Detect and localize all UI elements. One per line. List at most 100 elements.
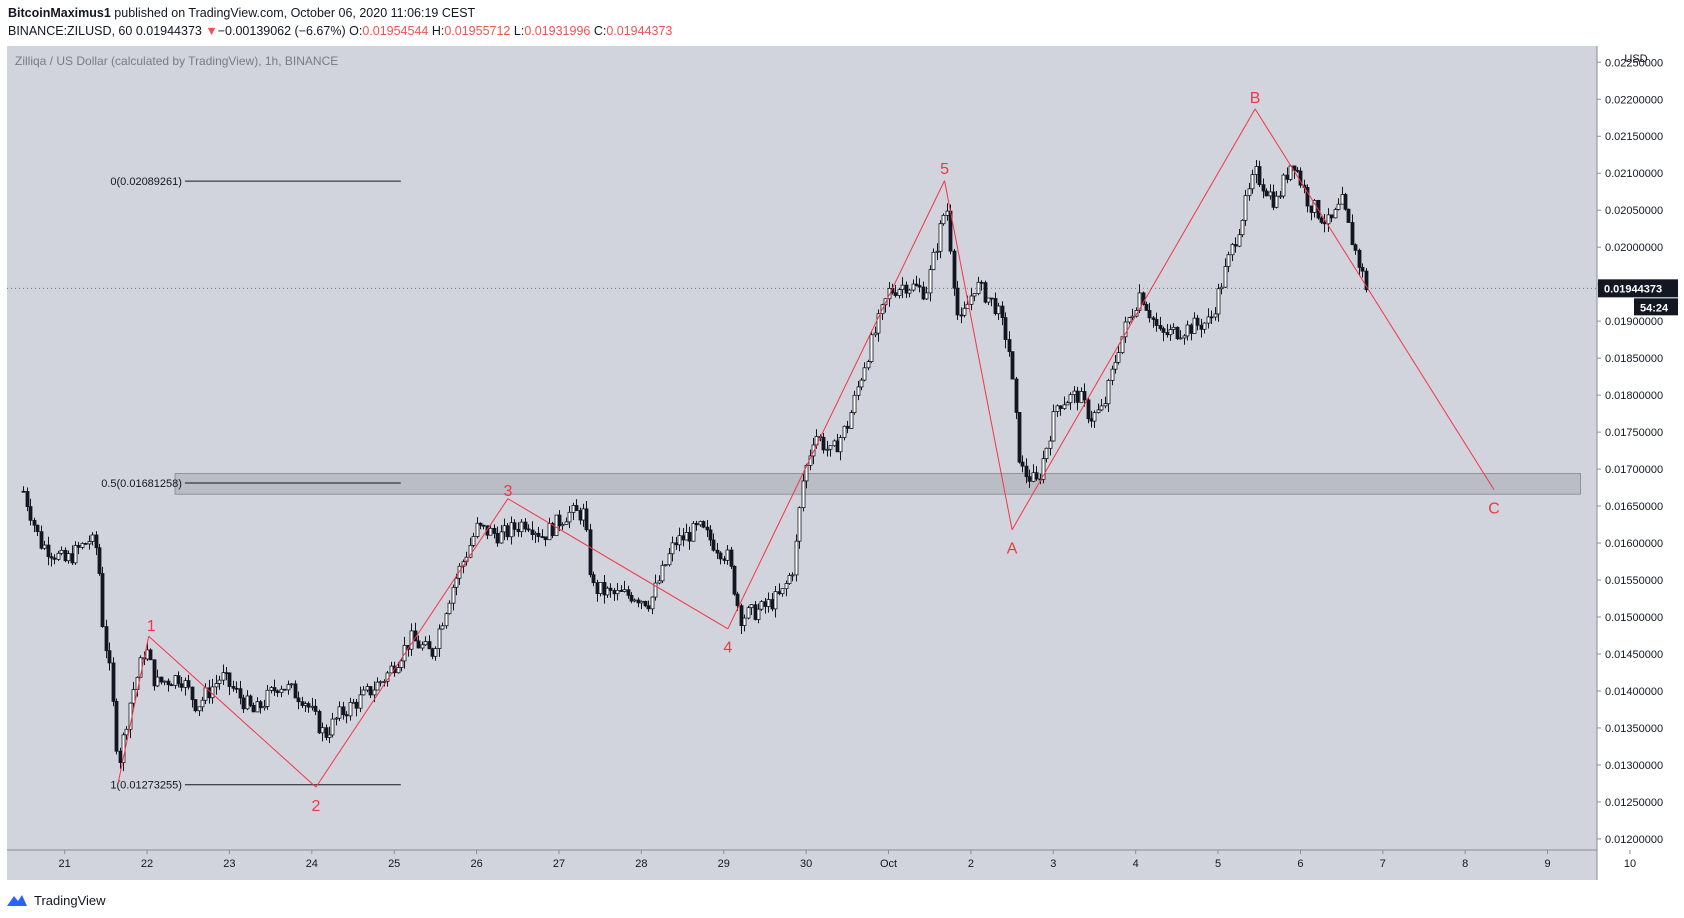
countdown-label: 54:24 [1640, 302, 1669, 314]
price-chart[interactable]: Zilliqa / US Dollar (calculated by Tradi… [0, 44, 1684, 882]
candle-body [945, 210, 950, 216]
x-tick-label: 4 [1133, 858, 1139, 870]
candle-body [1086, 399, 1091, 420]
candle-body [859, 379, 864, 388]
chart-title: Zilliqa / US Dollar (calculated by Tradi… [15, 54, 338, 68]
candle-body [739, 605, 744, 626]
candle-body [1309, 205, 1314, 213]
candle-body [1213, 313, 1218, 318]
candle-body [876, 313, 881, 334]
candle-body [1216, 288, 1221, 315]
candle-body [983, 282, 988, 303]
candle-body [1014, 378, 1019, 413]
y-tick-label: 0.01650000 [1605, 501, 1663, 513]
candle-body [1336, 203, 1341, 210]
candle-body [203, 687, 208, 701]
candle-body [526, 528, 531, 531]
wave-line[interactable] [727, 180, 945, 630]
candle-body [550, 523, 555, 536]
wave-line[interactable] [507, 498, 729, 630]
y-tick-label: 0.02150000 [1605, 131, 1663, 143]
author-name[interactable]: BitcoinMaximus1 [8, 6, 111, 20]
candle-body [1082, 391, 1087, 401]
wave-line[interactable] [315, 498, 509, 788]
wave-line[interactable] [944, 180, 1013, 530]
candle-body [468, 544, 473, 558]
currency-label: USD [1624, 53, 1647, 65]
candle-body [1250, 174, 1255, 190]
candle-body [1233, 244, 1238, 247]
wave-line[interactable] [117, 636, 150, 783]
candle-body [1072, 390, 1077, 396]
candle-body [118, 750, 123, 764]
candle-body [190, 686, 195, 701]
candle-body [310, 705, 315, 708]
candle-body [900, 284, 905, 291]
candle-body [842, 425, 847, 438]
candle-body [488, 527, 493, 536]
candle-body [574, 505, 579, 511]
candle-body [1268, 191, 1273, 197]
candle-body [952, 250, 957, 289]
tradingview-logo-icon[interactable] [6, 892, 28, 908]
candle-body [1137, 292, 1142, 311]
candle-body [1192, 317, 1197, 334]
candle-body [626, 589, 631, 596]
wave-line[interactable] [1254, 108, 1495, 491]
candle-body [1034, 472, 1039, 480]
candle-body [1075, 390, 1080, 403]
candle-body [605, 587, 610, 596]
x-tick-label: 9 [1545, 858, 1551, 870]
candle-body [749, 604, 754, 609]
candle-body [1000, 305, 1005, 318]
plot-area[interactable] [7, 46, 1597, 880]
candle-body [49, 556, 54, 559]
tradingview-brand[interactable]: TradingView [34, 892, 106, 908]
candle-body [687, 532, 692, 542]
candle-body [921, 286, 926, 300]
candle-body [591, 574, 596, 584]
candle-body [35, 524, 40, 533]
candle-body [584, 508, 589, 531]
candle-body [176, 675, 181, 685]
candle-body [735, 593, 740, 607]
candle-body [705, 526, 710, 531]
candle-body [766, 599, 771, 607]
x-tick-label: 8 [1462, 858, 1468, 870]
candle-body [341, 706, 346, 716]
candle-body [852, 394, 857, 413]
candle-body [1240, 219, 1245, 236]
candle-body [1031, 472, 1036, 482]
candle-body [1178, 337, 1183, 340]
candle-body [777, 591, 782, 595]
last-price-tag [1598, 279, 1678, 298]
candle-body [523, 521, 528, 530]
candle-body [924, 292, 929, 300]
candle-body [564, 521, 569, 525]
candle-body [207, 687, 212, 699]
candle-body [1195, 317, 1200, 326]
support-zone[interactable] [174, 473, 1582, 495]
candle-body [1319, 217, 1324, 223]
candle-body [955, 287, 960, 316]
wave-line[interactable] [1011, 108, 1256, 530]
wave-line[interactable] [148, 635, 317, 788]
candle-body [1020, 461, 1025, 467]
candle-body [1230, 244, 1235, 256]
candle-body [1175, 326, 1180, 339]
candle-body [643, 600, 648, 607]
y-tick-label: 0.01400000 [1605, 686, 1663, 698]
candle-body [90, 534, 95, 542]
fib-level-label: 1(0.01273255) [110, 780, 182, 792]
x-tick-label: 3 [1050, 858, 1056, 870]
candle-body [1051, 411, 1056, 442]
candle-body [1158, 325, 1163, 330]
candle-body [780, 588, 785, 595]
candle-body [602, 581, 607, 596]
candle-body [399, 660, 404, 668]
candle-body [935, 250, 940, 253]
candle-body [272, 687, 277, 692]
candle-body [1113, 361, 1118, 370]
candle-body [1092, 412, 1097, 422]
candle-body [615, 589, 620, 595]
